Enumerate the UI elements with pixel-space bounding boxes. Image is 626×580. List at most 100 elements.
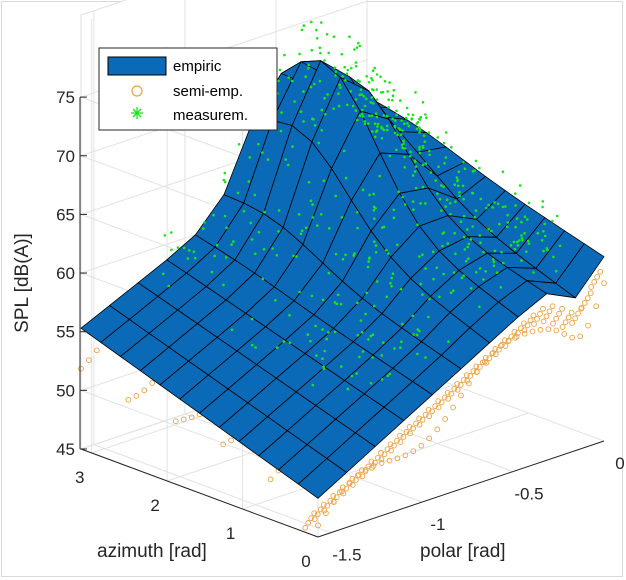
semi-emp-marker: [577, 333, 584, 340]
measurement-marker: [442, 231, 446, 234]
semi-emp-marker: [353, 477, 359, 483]
measurement-marker: [344, 176, 348, 180]
measurement-marker: [291, 145, 294, 148]
measurement-marker: [418, 131, 421, 134]
measurement-marker: [372, 88, 375, 92]
semi-emp-marker: [141, 387, 148, 394]
measurement-marker: [236, 191, 240, 195]
measurement-marker: [320, 21, 323, 24]
z-axis-ticks: 45 50 55 60 65 70 75: [56, 88, 87, 459]
measurement-marker: [307, 180, 311, 184]
semi-emp-marker: [419, 416, 426, 423]
measurement-marker: [297, 213, 301, 216]
measurement-marker: [474, 271, 478, 274]
semi-emp-marker: [463, 372, 470, 378]
measurement-marker: [279, 129, 283, 133]
measurement-marker: [322, 367, 326, 371]
measurement-marker: [167, 284, 170, 288]
polar-axis-title: polar [rad]: [420, 541, 506, 562]
measurement-marker: [346, 68, 350, 72]
measurement-marker: [388, 81, 391, 84]
measurement-marker: [484, 270, 487, 273]
semi-emp-marker: [416, 415, 422, 422]
measurement-marker: [277, 209, 281, 212]
measurement-marker: [230, 328, 234, 332]
measurement-marker: [309, 199, 313, 202]
semi-emp-marker: [482, 354, 489, 361]
semi-emp-marker: [524, 322, 531, 329]
semi-emp-marker: [445, 395, 452, 402]
measurement-marker: [403, 122, 406, 125]
semi-emp-marker: [397, 439, 404, 445]
measurement-marker: [467, 242, 471, 246]
measurement-marker: [327, 51, 331, 55]
semi-emp-marker: [450, 404, 456, 411]
measurement-marker: [215, 243, 219, 247]
measurement-marker: [385, 248, 388, 252]
z-axis-title: SPL [dB(A)]: [12, 233, 33, 333]
measurement-marker: [478, 234, 482, 237]
semi-emp-marker: [594, 274, 601, 280]
semi-emp-marker: [512, 335, 518, 341]
measurement-marker: [395, 109, 398, 113]
measurement-marker: [525, 250, 528, 253]
measurement-marker: [425, 116, 428, 119]
measurement-marker: [334, 74, 337, 77]
measurement-marker: [337, 104, 341, 108]
semi-emp-marker: [545, 326, 552, 333]
measurement-marker: [482, 278, 485, 281]
measurement-marker: [527, 201, 531, 205]
measurement-marker: [458, 194, 461, 198]
measurement-marker: [373, 304, 376, 308]
semi-emp-marker: [565, 314, 572, 321]
measurement-marker: [466, 245, 470, 249]
semi-emp-marker: [378, 456, 385, 463]
measurement-marker: [379, 75, 382, 78]
semi-emp-marker: [458, 392, 464, 399]
measurement-marker: [334, 194, 338, 198]
measurement-marker: [454, 200, 457, 203]
semi-emp-marker: [435, 398, 442, 404]
semi-emp-marker: [378, 460, 385, 466]
polar-axis-ticks: -1.5 -1 -0.5 0: [332, 454, 624, 565]
measurement-marker: [463, 248, 467, 251]
measurement-marker: [345, 72, 349, 75]
measurement-marker: [224, 256, 228, 259]
measurement-marker: [397, 127, 401, 130]
semi-emp-marker: [470, 368, 477, 374]
measurement-marker: [321, 357, 324, 361]
semi-emp-marker: [302, 524, 309, 531]
measurement-marker: [275, 253, 279, 257]
measurement-marker: [373, 122, 377, 125]
measurement-marker: [419, 282, 423, 286]
measurement-marker: [315, 37, 319, 40]
measurement-marker: [435, 266, 439, 270]
measurement-marker: [334, 252, 338, 256]
measurement-marker: [540, 239, 544, 242]
measurement-marker: [315, 354, 318, 357]
measurement-marker: [307, 63, 311, 67]
measurement-marker: [386, 128, 389, 132]
measurement-marker: [333, 301, 337, 304]
semi-emp-marker: [133, 393, 140, 399]
measurement-marker: [487, 203, 490, 207]
measurement-marker: [348, 35, 351, 38]
measurement-marker: [254, 252, 257, 256]
measurement-marker: [388, 154, 392, 158]
measurement-marker: [288, 341, 292, 345]
measurement-marker: [491, 206, 494, 209]
measurement-marker: [343, 65, 347, 69]
measurement-marker: [257, 142, 260, 146]
measurement-marker: [424, 356, 427, 359]
measurement-marker: [386, 374, 390, 378]
measurement-marker: [478, 305, 481, 309]
measurement-marker: [318, 46, 322, 50]
semi-emp-marker: [426, 435, 433, 442]
semi-emp-marker: [386, 457, 393, 464]
z-tick-label: 65: [56, 205, 75, 224]
measurement-marker: [514, 204, 517, 207]
semi-emp-marker: [587, 290, 594, 297]
measurement-marker: [397, 190, 401, 193]
measurement-marker: [310, 20, 313, 24]
measurement-marker: [471, 225, 475, 228]
